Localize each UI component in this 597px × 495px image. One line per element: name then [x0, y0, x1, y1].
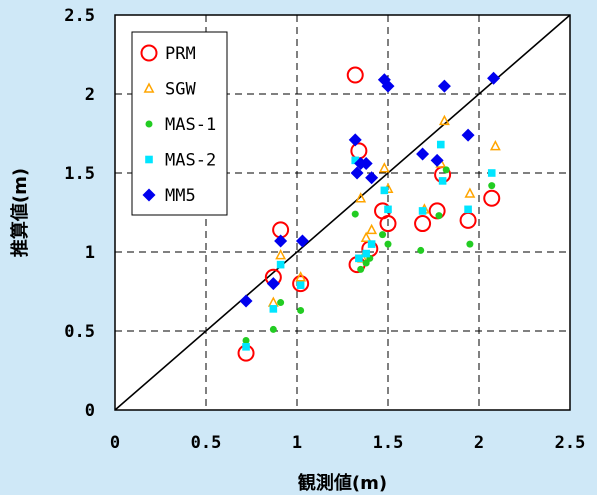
- data-point-prm: [346, 66, 364, 84]
- data-point-mas-1: [466, 240, 474, 248]
- series-mas-2: [242, 140, 496, 351]
- data-point-sgw: [489, 140, 501, 151]
- data-point-mas-1: [242, 336, 250, 344]
- x-tick-label: 1.5: [373, 433, 404, 453]
- x-tick-label: 0.5: [191, 433, 222, 453]
- x-tick-label: 1: [292, 433, 302, 453]
- data-point-mm5: [274, 234, 288, 248]
- series-prm: [237, 66, 501, 362]
- data-point-mm5: [266, 277, 280, 291]
- legend-marker-mas-1: [145, 120, 153, 128]
- series-mas-1: [242, 166, 496, 344]
- data-point-sgw: [366, 223, 378, 235]
- data-point-mas-1: [435, 212, 443, 220]
- data-point-prm: [292, 275, 310, 293]
- data-point-mas-2: [380, 186, 389, 195]
- y-axis-label: 推算値(m): [9, 168, 31, 257]
- data-point-sgw: [355, 192, 367, 203]
- data-point-mas-2: [436, 140, 445, 149]
- data-point-mm5: [359, 157, 373, 171]
- y-tick-label: 2.5: [64, 6, 95, 26]
- data-point-mm5: [365, 171, 379, 185]
- legend-marker-prm: [140, 44, 158, 62]
- data-point-mm5: [461, 128, 475, 142]
- data-point-mas-1: [362, 259, 370, 267]
- data-point-mas-2: [296, 281, 305, 289]
- data-point-mm5: [416, 147, 430, 161]
- legend-label-sgw: SGW: [165, 80, 196, 100]
- y-tick-label: 1.5: [64, 164, 95, 184]
- data-point-mm5: [430, 153, 444, 167]
- legend-label-mas-2: MAS-2: [165, 151, 216, 171]
- tick-labels: 0 0.5 1 1.5 2 2.5 0 0.5 1 1.5 2 2.5: [64, 6, 585, 453]
- data-point-mas-1: [277, 299, 285, 307]
- data-point-sgw: [378, 162, 390, 173]
- data-point-sgw: [438, 114, 450, 126]
- y-tick-label: 0.5: [64, 322, 95, 342]
- data-point-prm: [483, 189, 501, 207]
- data-point-mas-2: [351, 156, 360, 165]
- data-point-mm5: [487, 71, 501, 85]
- data-point-mas-2: [242, 343, 250, 351]
- plot-frame: [114, 14, 571, 411]
- legend-marker-sgw: [143, 82, 155, 93]
- data-point-mm5: [381, 79, 395, 93]
- data-point-prm: [379, 215, 397, 233]
- y-tick-label: 0: [85, 401, 95, 421]
- x-axis-label: 観測値(m): [298, 472, 387, 494]
- legend-label-prm: PRM: [165, 44, 196, 64]
- data-point-mm5: [239, 294, 253, 308]
- data-point-mas-1: [488, 182, 496, 190]
- legend-label-mm5: MM5: [165, 186, 196, 206]
- y-tick-label: 1: [85, 243, 95, 263]
- data-point-mas-1: [351, 210, 359, 218]
- data-point-mm5: [348, 133, 362, 147]
- data-point-sgw: [275, 249, 287, 260]
- data-point-prm: [414, 215, 432, 233]
- legend: PRM SGW MAS-1 MAS-2 MM5: [131, 31, 228, 216]
- legend-label-mas-1: MAS-1: [165, 115, 216, 135]
- data-point-mas-1: [357, 265, 365, 273]
- data-point-sgw: [464, 187, 476, 198]
- data-point-mas-1: [417, 246, 425, 254]
- data-point-mas-2: [355, 254, 363, 263]
- data-point-sgw: [295, 271, 307, 282]
- data-point-mas-2: [367, 240, 376, 248]
- data-point-mas-2: [464, 205, 472, 214]
- data-point-mas-2: [487, 169, 496, 177]
- data-point-mas-2: [384, 205, 392, 214]
- data-point-mm5: [350, 166, 364, 180]
- data-point-sgw: [360, 231, 372, 243]
- legend-marker-mm5: [142, 188, 156, 202]
- series-mm5: [239, 71, 501, 308]
- data-point-mm5: [295, 234, 309, 248]
- x-tick-label: 2: [474, 433, 484, 453]
- legend-marker-mas-2: [145, 155, 153, 164]
- data-point-mm5: [437, 79, 451, 93]
- x-tick-label: 0: [110, 433, 120, 453]
- data-point-mas-1: [442, 166, 450, 174]
- x-tick-label: 2.5: [555, 433, 586, 453]
- data-point-mas-1: [269, 325, 277, 333]
- data-points: [237, 66, 501, 362]
- data-point-mas-2: [438, 177, 447, 185]
- data-point-mas-1: [384, 240, 392, 248]
- y-tick-label: 2: [85, 85, 95, 105]
- data-point-mas-2: [362, 249, 370, 258]
- data-point-mas-1: [297, 306, 305, 314]
- data-point-mas-1: [379, 231, 387, 239]
- data-point-mas-2: [276, 260, 285, 269]
- data-point-mas-2: [269, 305, 278, 313]
- data-point-mas-2: [418, 207, 427, 215]
